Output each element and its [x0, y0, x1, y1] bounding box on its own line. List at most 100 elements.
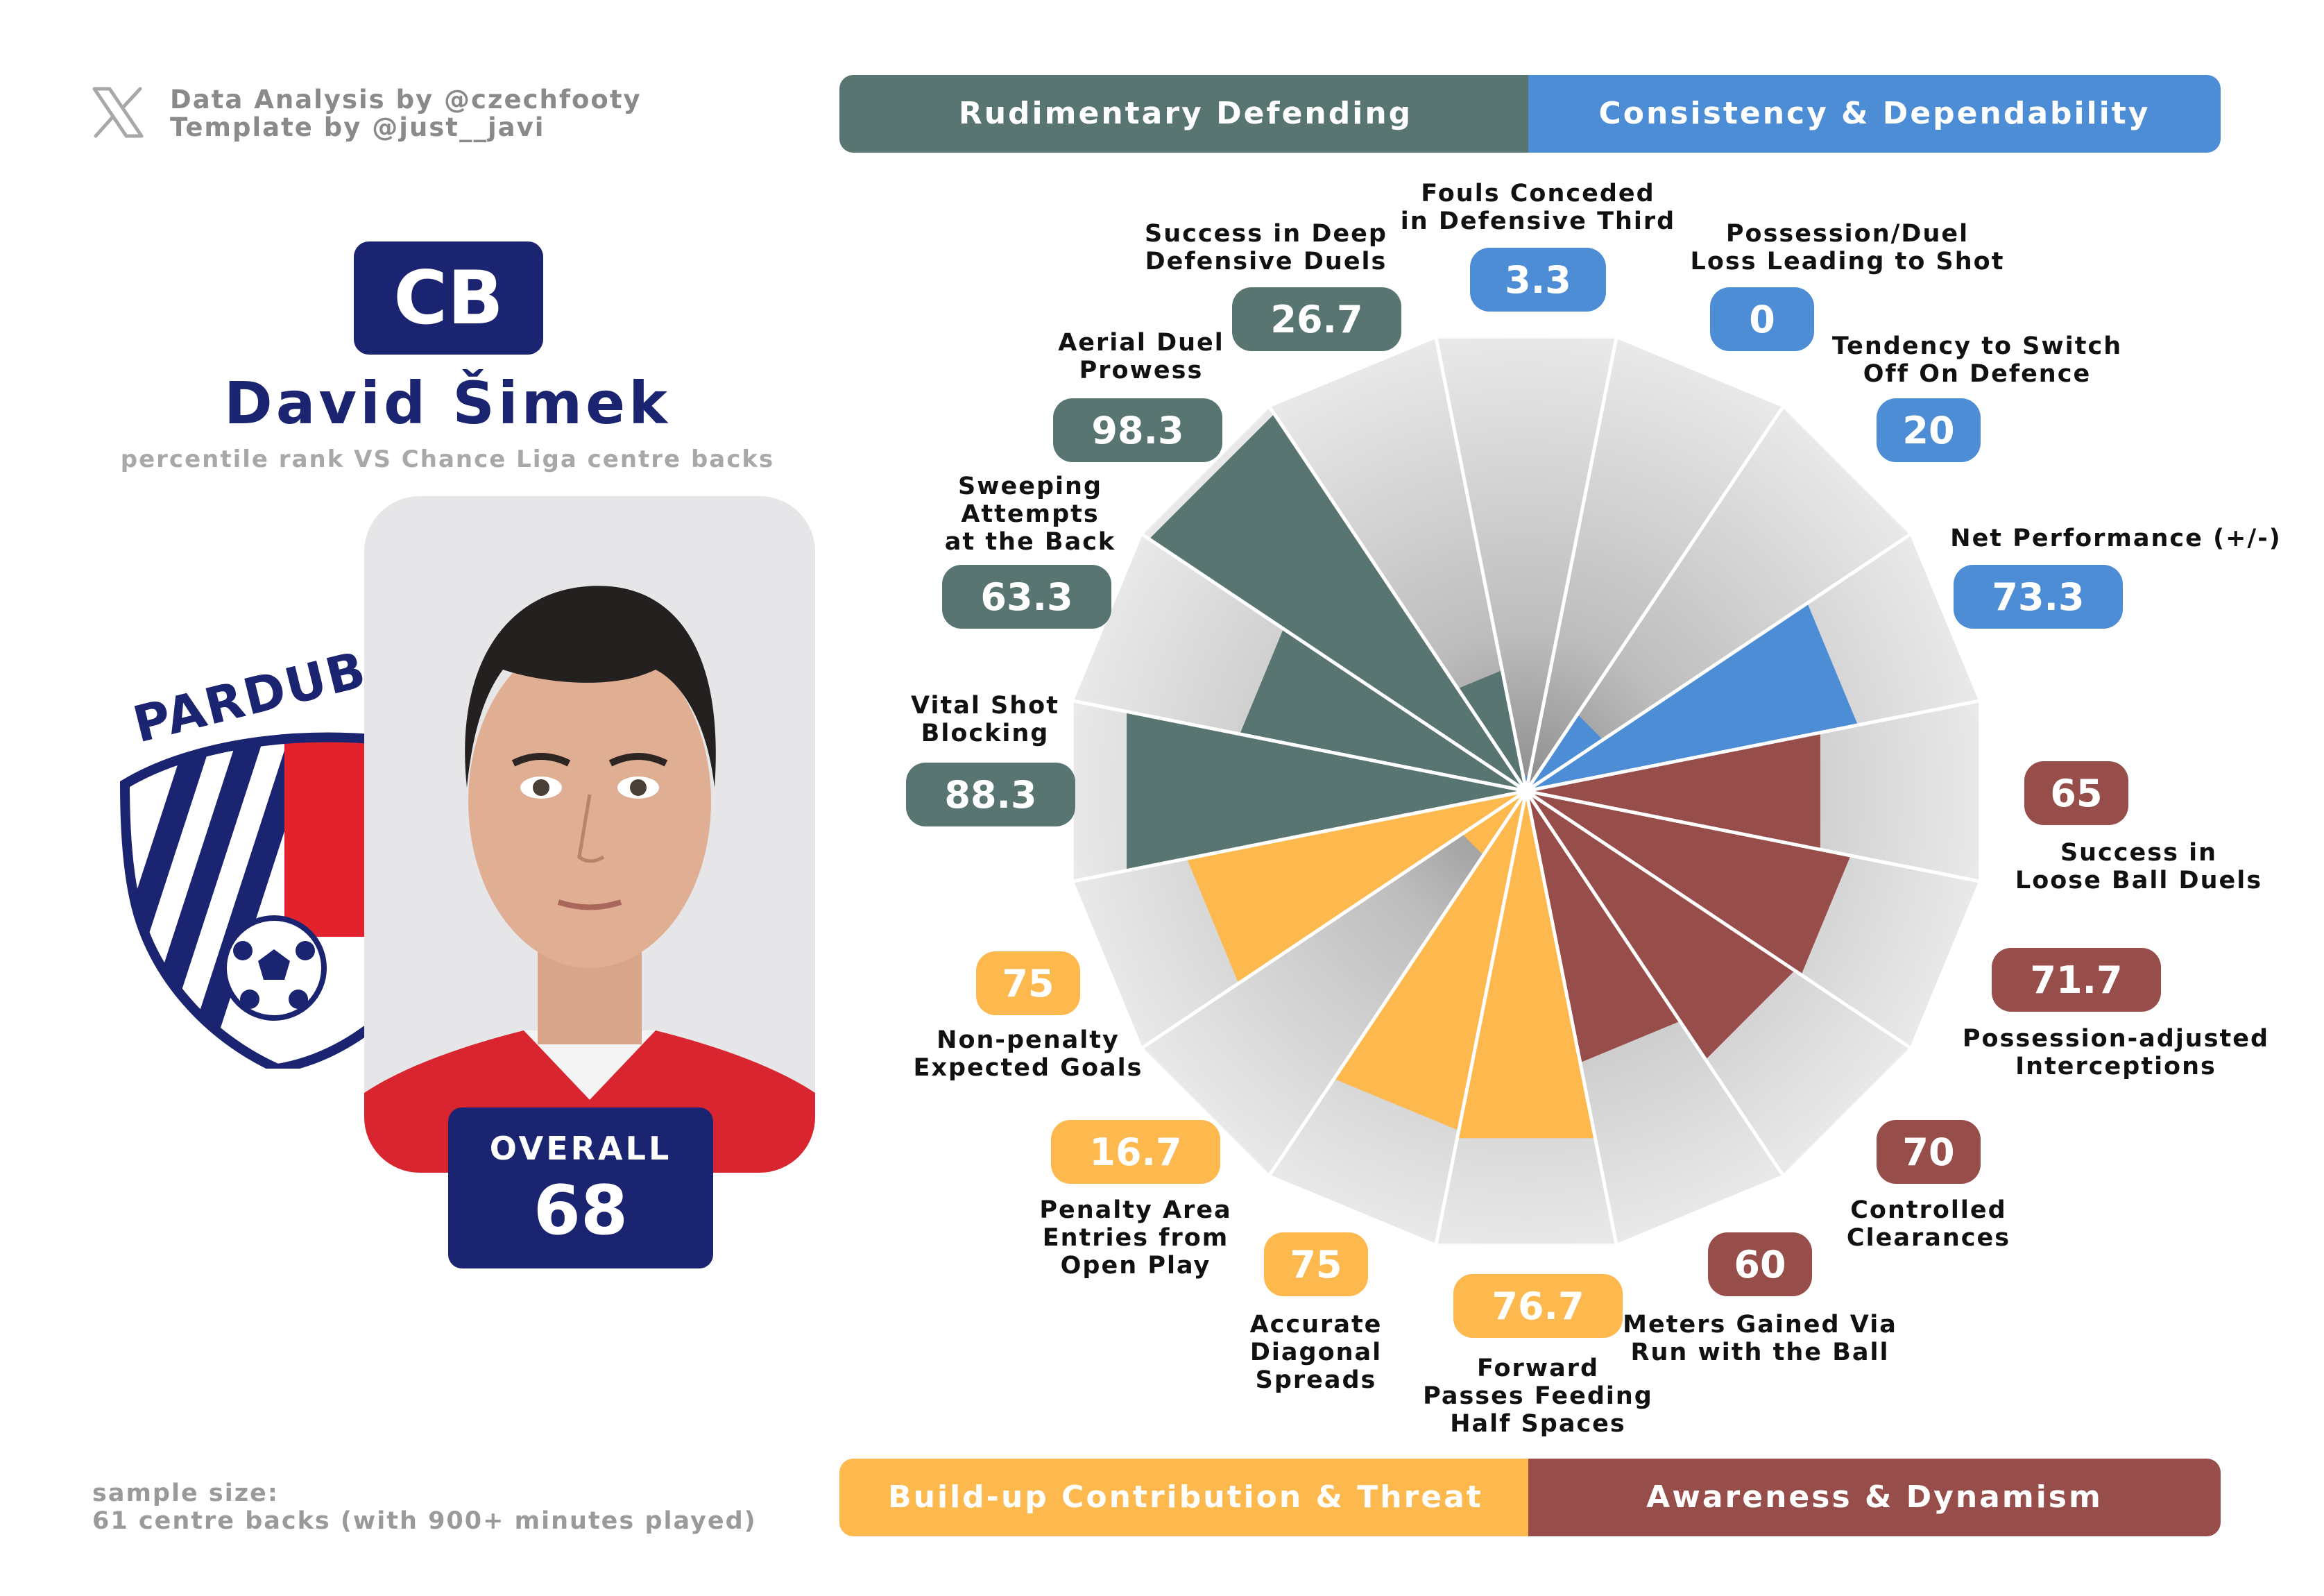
radar-separator: [1525, 532, 1913, 793]
overall-badge: OVERALL 68: [448, 1107, 713, 1268]
radar-bar: [1457, 791, 1596, 1139]
value-badge: [1232, 287, 1401, 351]
radar-separator: [1524, 790, 1618, 1247]
radar-separator: [1267, 790, 1528, 1178]
category-rudimentary-defending: Rudimentary Defending: [839, 75, 1532, 153]
metric-label: Blocking: [921, 720, 1050, 747]
radar-separator: [1139, 789, 1528, 1051]
sample-size-label: sample size:: [92, 1479, 279, 1507]
radar-bar: [1333, 791, 1526, 1131]
overall-value: 68: [533, 1171, 629, 1250]
radar-bar: [1149, 414, 1526, 791]
category-consistency-dependability: Consistency & Dependability: [1528, 75, 2221, 153]
value-badge: [1264, 1232, 1368, 1296]
radar-bar: [1526, 732, 1820, 850]
value-label: 71.7: [2030, 958, 2122, 1002]
overall-label: OVERALL: [489, 1130, 672, 1167]
value-label: 75: [1002, 962, 1054, 1005]
subtitle: percentile rank VS Chance Liga centre ba…: [120, 445, 775, 473]
metric-label: Loose Ball Duels: [2015, 867, 2262, 894]
value-badge: [906, 763, 1075, 826]
credit-analysis: Data Analysis by @czechfooty: [170, 85, 642, 114]
value-label: 0: [1749, 298, 1775, 341]
metric-label: Penalty Area: [1039, 1196, 1231, 1224]
metric-label: Sweeping: [958, 473, 1102, 500]
radar-bar: [1526, 791, 1795, 1060]
metric-label: Attempts: [961, 500, 1099, 528]
metric-label: Tendency to Switch: [1832, 332, 2122, 360]
value-badge: [1877, 1120, 1981, 1184]
value-badge: [942, 565, 1111, 629]
radar-bar: [1127, 711, 1526, 871]
value-badge: [1710, 287, 1814, 351]
metric-label: Open Play: [1061, 1252, 1211, 1280]
x-logo-icon: [92, 87, 144, 138]
value-label: 98.3: [1091, 409, 1184, 452]
player-name: David Šimek: [224, 369, 671, 437]
metric-label: Success in: [2060, 839, 2217, 867]
metric-label: Aerial Duel: [1058, 329, 1224, 357]
value-label: 3.3: [1505, 258, 1571, 302]
metric-label: Fouls Conceded: [1421, 180, 1655, 207]
radar-background-wedge: [1143, 791, 1526, 1175]
metric-label: Loss Leading to Shot: [1691, 248, 2005, 275]
value-label: 76.7: [1492, 1284, 1584, 1328]
radar-separator: [1526, 699, 1982, 793]
value-label: 88.3: [944, 773, 1036, 817]
sample-size-value: 61 centre backs (with 900+ minutes playe…: [92, 1507, 757, 1535]
radar-bar: [1458, 670, 1526, 791]
radar-separator: [1070, 699, 1527, 793]
metric-label: Diagonal: [1250, 1339, 1382, 1366]
metric-label: Accurate: [1250, 1311, 1383, 1339]
radar-background-wedge: [1526, 338, 1783, 791]
value-badge: [1954, 565, 2123, 629]
credit-template: Template by @just__javi: [170, 112, 545, 142]
value-badge: [1051, 1120, 1220, 1184]
value-badge: [2024, 761, 2128, 825]
metric-label: Possession-adjusted: [1963, 1025, 2269, 1053]
metric-label: Non-penalty: [937, 1026, 1120, 1054]
category-buildup-contribution: Build-up Contribution & Threat: [839, 1459, 1532, 1536]
metric-label: Passes Feeding: [1423, 1382, 1653, 1410]
value-label: 75: [1290, 1243, 1342, 1287]
value-label: 70: [1902, 1130, 1954, 1174]
value-label: 60: [1734, 1243, 1786, 1287]
metric-label: Spreads: [1256, 1366, 1377, 1394]
metric-label: Possession/Duel: [1726, 220, 1969, 248]
radar-bar: [1240, 629, 1526, 791]
pardubice-crest-icon: PARDUBICE: [119, 625, 409, 1069]
value-label: 26.7: [1270, 298, 1362, 341]
radar-background-wedge: [1436, 338, 1616, 791]
metric-label: Meters Gained Via: [1623, 1311, 1897, 1339]
metric-label: Run with the Ball: [1631, 1339, 1890, 1366]
radar-separator: [1524, 404, 1786, 792]
radar-separator: [1526, 789, 1982, 883]
radar-bar: [1186, 791, 1526, 984]
metric-label: in Defensive Third: [1401, 207, 1675, 235]
radar-bar: [1526, 791, 1851, 975]
value-badge: [976, 951, 1080, 1015]
metric-label: Success in Deep: [1145, 220, 1387, 248]
radar-separator: [1524, 790, 1786, 1178]
metric-label: Defensive Duels: [1145, 248, 1387, 275]
radar-separator: [1525, 789, 1913, 1051]
metric-label: Prowess: [1079, 357, 1204, 384]
value-label: 73.3: [1992, 575, 2084, 619]
metric-label: Off On Defence: [1863, 360, 2091, 388]
radar-bar: [1526, 791, 1680, 1063]
value-label: 16.7: [1089, 1130, 1181, 1174]
radar-separator: [1434, 335, 1528, 792]
value-badge: [1053, 398, 1222, 462]
metric-label: Entries from: [1043, 1224, 1229, 1252]
value-badge: [1708, 1232, 1812, 1296]
metric-label: Interceptions: [2015, 1053, 2216, 1080]
position-badge: CB: [354, 241, 543, 355]
metric-label: Expected Goals: [914, 1054, 1143, 1082]
radar-background-wedge: [1526, 407, 1910, 791]
metric-label: Clearances: [1847, 1224, 2010, 1252]
radar-bar: [1526, 603, 1859, 791]
metric-label: Controlled: [1850, 1196, 2006, 1224]
radar-background-wedge: [1270, 338, 1526, 791]
radar-separator: [1267, 404, 1528, 792]
